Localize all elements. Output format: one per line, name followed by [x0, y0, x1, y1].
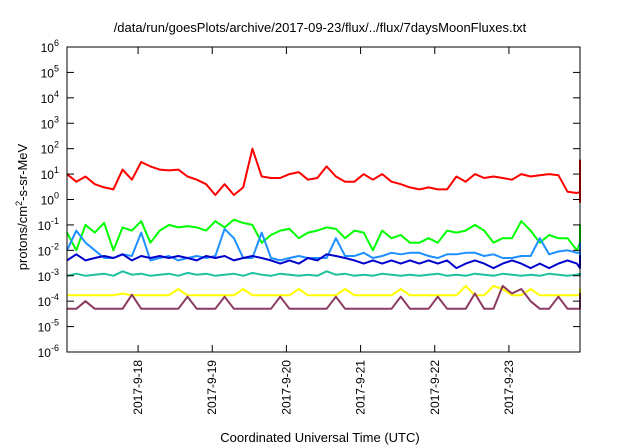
series-line-5	[66, 270, 581, 277]
y-tick-label-exp: 4	[54, 89, 59, 99]
y-tick-label: 102	[41, 140, 59, 157]
y-tick-label-exp: 3	[54, 114, 59, 124]
y-tick-label: 104	[41, 89, 59, 106]
y-tick-label: 10-6	[38, 343, 59, 360]
y-tick-label-base: 10	[41, 41, 55, 55]
y-tick-label-base: 10	[41, 92, 55, 106]
y-tick-label-exp: -5	[51, 318, 59, 328]
y-tick-label-exp: 6	[54, 38, 59, 48]
y-tick-label-exp: 5	[54, 63, 59, 73]
y-axis-label-pre: protons/cm	[15, 205, 31, 271]
y-tick-label-exp: 1	[54, 165, 59, 175]
y-tick-label: 103	[41, 114, 59, 131]
series-layer	[66, 147, 581, 310]
y-tick-label-exp: 0	[54, 191, 59, 201]
x-tick-label: 2017-9-20	[279, 360, 293, 415]
y-tick-label-exp: -4	[51, 292, 59, 302]
x-tick-label: 2017-9-23	[502, 360, 516, 415]
y-tick-label: 10-3	[38, 267, 59, 284]
x-axis-label: Coordinated Universal Time (UTC)	[220, 430, 420, 445]
y-tick-label-base: 10	[41, 143, 55, 157]
y-tick-label-base: 10	[41, 194, 55, 208]
y-tick-label-base: 10	[38, 270, 52, 284]
y-tick-label-exp: -1	[51, 216, 59, 226]
y-tick-label-base: 10	[38, 346, 52, 360]
y-tick-label: 101	[41, 165, 59, 182]
y-tick-label: 106	[41, 38, 59, 55]
series-line-6	[67, 284, 581, 297]
y-tick-label-base: 10	[38, 244, 52, 258]
y-tick-label-base: 10	[41, 117, 55, 131]
y-tick-label: 10-4	[38, 292, 59, 309]
y-tick-label: 10-1	[38, 216, 59, 233]
y-tick-label-exp: -2	[51, 241, 59, 251]
y-tick-label: 105	[41, 63, 59, 80]
series-line-1	[66, 147, 581, 203]
y-tick-label-base: 10	[41, 66, 55, 80]
series-line-4	[66, 253, 581, 270]
x-tick-label: 2017-9-19	[205, 360, 219, 415]
y-axis-label: protons/cm2-s-sr-MeV	[14, 144, 30, 270]
y-tick-label-base: 10	[38, 295, 52, 309]
y-tick-label-exp: 2	[54, 140, 59, 150]
x-tick-label: 2017-9-21	[354, 360, 368, 415]
y-tick-label-base: 10	[41, 168, 55, 182]
chart-title: /data/run/goesPlots/archive/2017-09-23/f…	[113, 20, 527, 35]
x-tick-label: 2017-9-18	[131, 360, 145, 415]
y-tick-label-base: 10	[38, 219, 52, 233]
series-line-2	[66, 218, 581, 252]
y-axis-label-post: -s-sr-MeV	[15, 143, 31, 201]
y-tick-label: 10-2	[38, 241, 59, 258]
axis-layer: 10610510410310210110010-110-210-310-410-…	[38, 38, 580, 415]
y-tick-label: 10-5	[38, 318, 59, 335]
y-axis-label-sup: 2	[13, 200, 24, 206]
plot-frame	[66, 46, 581, 353]
y-tick-label-base: 10	[38, 321, 52, 335]
x-tick-label: 2017-9-22	[428, 360, 442, 415]
y-tick-label: 100	[41, 191, 59, 208]
y-tick-label-exp: -3	[51, 267, 59, 277]
y-tick-label-exp: -6	[51, 343, 59, 353]
